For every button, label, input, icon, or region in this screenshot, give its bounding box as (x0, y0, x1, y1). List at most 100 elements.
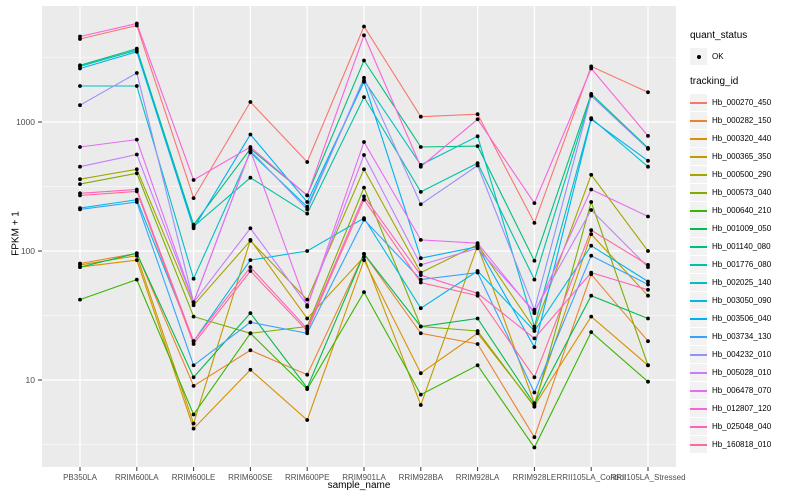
data-point (78, 177, 82, 182)
data-point (418, 324, 423, 329)
data-point (191, 384, 196, 388)
data-point (305, 304, 310, 309)
line-swatch-icon (690, 425, 707, 428)
color-key-Hb_001776_080 (690, 256, 707, 273)
legend-item-Hb_000365_350: Hb_000365_350 (690, 148, 798, 165)
data-point (191, 303, 196, 308)
color-key-Hb_002025_140 (690, 274, 707, 291)
data-point (532, 404, 537, 409)
data-point (191, 226, 196, 231)
color-key-Hb_025048_040 (690, 418, 707, 435)
data-point (532, 375, 537, 380)
x-tick-label-RRIM600PE: RRIM600PE (285, 473, 329, 482)
data-point (418, 114, 423, 119)
line-swatch-icon (690, 173, 707, 176)
data-point (362, 185, 366, 190)
line-swatch-icon (690, 353, 707, 356)
line-swatch-icon (690, 227, 707, 230)
line-swatch-icon (690, 407, 707, 410)
legend-item-Hb_000500_290: Hb_000500_290 (690, 166, 798, 183)
data-point (248, 100, 253, 104)
data-point (589, 232, 594, 237)
data-point (362, 167, 366, 172)
data-point (532, 324, 537, 329)
color-key-Hb_000365_350 (690, 148, 707, 165)
data-point (134, 84, 139, 88)
data-point (418, 263, 423, 267)
color-key-Hb_000270_450 (690, 94, 707, 111)
legend-item-ok: OK (690, 48, 798, 65)
legend-label-Hb_001140_080: Hb_001140_080 (712, 242, 771, 251)
legend-item-Hb_001140_080: Hb_001140_080 (690, 238, 798, 255)
data-point (475, 246, 480, 251)
data-point (362, 217, 366, 222)
data-point (418, 145, 423, 149)
data-point (589, 228, 594, 233)
data-point (134, 277, 139, 282)
x-tick-label-RRIM600SE: RRIM600SE (228, 473, 272, 482)
data-point (418, 273, 423, 277)
legend: quant_status OK tracking_id Hb_000270_45… (690, 30, 798, 454)
line-swatch-icon (690, 137, 707, 140)
data-point (475, 144, 480, 149)
data-point (646, 134, 650, 138)
data-point (134, 49, 139, 54)
line-swatch-icon (690, 389, 707, 392)
legend-label-Hb_003734_130: Hb_003734_130 (712, 332, 772, 341)
data-point (134, 21, 139, 26)
data-point (305, 200, 310, 204)
data-point (248, 148, 253, 153)
data-point (362, 194, 366, 199)
data-point (78, 103, 82, 108)
data-point (646, 293, 650, 298)
line-swatch-icon (690, 335, 707, 338)
data-point (646, 316, 650, 321)
data-point (305, 207, 310, 212)
data-point (418, 256, 423, 261)
legend-label-Hb_003050_090: Hb_003050_090 (712, 296, 772, 305)
legend-item-Hb_004232_010: Hb_004232_010 (690, 346, 798, 363)
data-point (134, 137, 139, 142)
line-swatch-icon (690, 371, 707, 374)
data-point (532, 277, 537, 282)
legend-tracking-id-title: tracking_id (690, 76, 739, 87)
data-point (248, 145, 253, 149)
color-key-Hb_001140_080 (690, 238, 707, 255)
x-tick-label-RRIM600LE: RRIM600LE (172, 473, 216, 482)
color-key-Hb_000573_040 (690, 184, 707, 201)
data-point (191, 412, 196, 417)
data-point (475, 329, 480, 333)
data-point (418, 277, 423, 282)
data-point (78, 34, 82, 39)
data-point (305, 418, 310, 422)
data-point (418, 371, 423, 376)
data-point (532, 390, 537, 395)
data-point (589, 93, 594, 98)
data-point (78, 265, 82, 269)
data-point (248, 132, 253, 137)
data-point (418, 392, 423, 397)
data-point (134, 189, 139, 194)
data-point (191, 196, 196, 201)
data-point (532, 445, 537, 450)
legend-label-Hb_001009_050: Hb_001009_050 (712, 224, 772, 233)
x-tick-label-RRIM928LE: RRIM928LE (513, 473, 557, 482)
data-point (475, 293, 480, 298)
data-point (589, 270, 594, 275)
data-point (305, 316, 310, 321)
data-point (646, 249, 650, 253)
data-point (532, 329, 537, 333)
line-swatch-icon (690, 119, 707, 122)
legend-label-Hb_000640_210: Hb_000640_210 (712, 206, 772, 215)
data-point (589, 172, 594, 177)
data-point (134, 171, 139, 176)
data-point (418, 202, 423, 207)
data-point (362, 75, 366, 80)
legend-item-Hb_025048_040: Hb_025048_040 (690, 418, 798, 435)
data-point (475, 163, 480, 168)
data-point (589, 66, 594, 71)
data-point (646, 90, 650, 95)
data-point (305, 193, 310, 198)
data-point (134, 152, 139, 157)
